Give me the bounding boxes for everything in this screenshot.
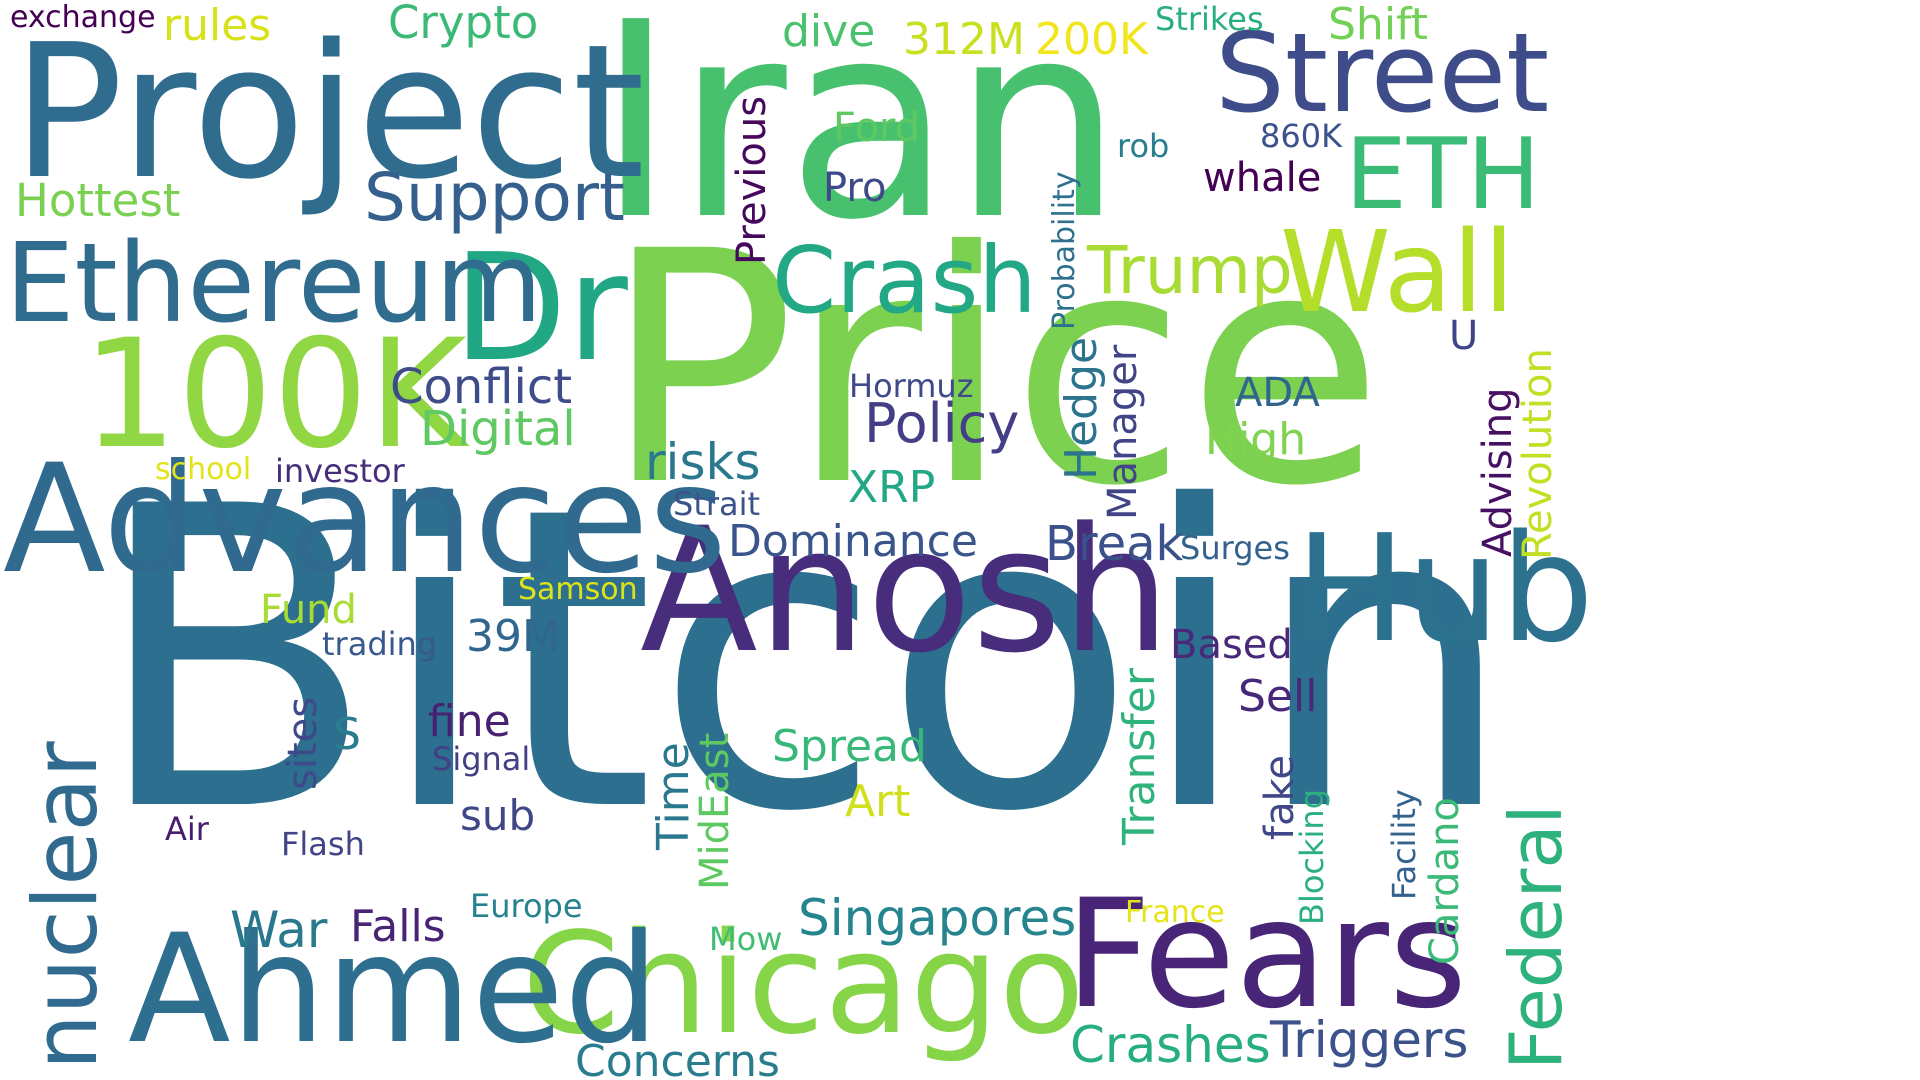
word-pro: Pro [823,165,887,211]
word-fine: fine [428,696,511,747]
word-hottest: Hottest [15,174,181,227]
word-street: Street [1215,9,1550,137]
word-dive: dive [782,6,876,57]
word-france: France [1125,895,1225,930]
word-based: Based [1170,622,1293,668]
word-policy: Policy [864,392,1020,455]
word-school: school [155,452,252,487]
word-europe: Europe [470,887,583,925]
word-cardano: Cardano [1422,797,1468,965]
word-advances: Advances [3,433,727,607]
word-hub: Hub [1295,503,1595,675]
word-xrp: XRP [848,462,936,513]
word-surges: Surges [1180,529,1290,567]
word-u: U [1449,313,1479,359]
word-wall: Wall [1280,208,1515,338]
word-200k: 200K [1035,14,1148,65]
word-ethereum: Ethereum [5,219,543,347]
word-art: Art [845,776,911,827]
word-transfer: Transfer [1114,668,1165,845]
word-crashes: Crashes [1070,1016,1271,1074]
word-support: Support [364,159,625,236]
word-falls: Falls [350,901,446,952]
word-fund: Fund [260,587,357,633]
word-39m: 39M [466,611,560,662]
word-previous: Previous [729,95,775,265]
word-rob: rob [1117,127,1170,165]
word-revolution: Revolution [1515,348,1561,560]
word-hedge: Hedge [1056,336,1107,480]
word-exchange: exchange [10,0,156,35]
word-high: High [1205,414,1307,465]
word-time: Time [648,742,699,850]
word-conflict: Conflict [390,359,573,415]
word-mow: Mow [709,920,783,958]
word-nuclear: nuclear [14,741,117,1070]
word-dr: Dr [453,222,628,394]
word-samson: Samson [518,572,638,607]
word-sell: Sell [1238,671,1318,722]
word-iran: Iran [596,0,1124,279]
word-air: Air [165,810,209,848]
word-advising: Advising [1475,387,1521,557]
word-price: Price [603,184,1384,556]
word-bitcoin: Bitcoin [92,419,1516,902]
word-whale: whale [1203,155,1322,201]
word-singapores: Singapores [798,889,1077,947]
word-shift: Shift [1328,0,1429,50]
word-signal: Signal [432,740,531,778]
word-probability: Probability [1047,171,1082,330]
word-fears: Fears [1065,868,1468,1042]
word-trading: trading [322,625,438,663]
word-rules: rules [163,0,272,51]
word-trump: Trump [1087,232,1293,309]
word-project: Project [12,4,645,220]
word-triggers: Triggers [1270,1011,1469,1069]
word-spread: Spread [772,721,927,772]
word-crypto: Crypto [388,0,539,49]
word-chicago: Chicago [522,903,1085,1066]
word-eth: ETH [1345,118,1541,232]
word-mideast: MidEast [692,732,738,890]
word-war: War [230,901,328,959]
word-concerns: Concerns [575,1036,780,1080]
word-flash: Flash [281,825,365,863]
word-s: S [333,709,361,760]
word-federal: Federal [1494,804,1578,1071]
word-strikes: Strikes [1155,0,1264,38]
word-dominance: Dominance [728,516,978,567]
word-digital: Digital [420,401,576,457]
word-anosh: Anosh [640,490,1171,691]
word-hormuz: Hormuz [849,367,974,405]
word-manager: Manager [1100,344,1146,520]
word-sites: sites [280,696,326,790]
word-investor: investor [275,452,405,490]
word-break: Break [1045,516,1184,572]
word-facility: Facility [1385,789,1423,900]
word-strait: Strait [673,485,761,523]
word-blocking: Blocking [1293,788,1331,925]
word-ada: ADA [1235,370,1320,416]
word-860k: 860K [1260,117,1343,155]
word-crash: Crash [772,227,1037,334]
word-ahmed: Ahmed [128,903,660,1077]
word-312m: 312M [903,14,1025,65]
word-ford: Ford [833,105,921,151]
word-sub: sub [460,791,536,840]
word-risks: risks [645,433,761,491]
word-100k: 100K [82,308,467,482]
